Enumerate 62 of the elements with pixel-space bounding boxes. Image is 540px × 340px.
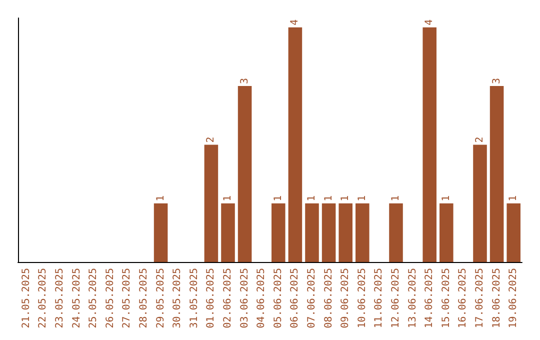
x-tick-label: 28.05.2025 <box>138 268 150 328</box>
bar <box>204 144 218 262</box>
bar <box>506 203 520 262</box>
bar <box>473 144 487 262</box>
data-label: 1 <box>272 195 284 202</box>
bar <box>338 203 352 262</box>
x-tick-label: 02.06.2025 <box>222 268 234 328</box>
x-tick-label: 16.06.2025 <box>458 268 469 328</box>
x-tick-label: 21.05.2025 <box>20 268 32 328</box>
data-label: 2 <box>206 136 217 143</box>
bar <box>272 203 286 262</box>
x-tick-label: 04.06.2025 <box>256 268 268 328</box>
data-label: 1 <box>356 195 368 202</box>
bar <box>389 203 403 262</box>
x-tick-label: 03.06.2025 <box>239 268 250 328</box>
x-tick-label: 22.05.2025 <box>38 268 49 328</box>
data-label: 3 <box>239 78 250 84</box>
x-tick-label: 12.06.2025 <box>390 268 402 328</box>
x-tick-label: 18.06.2025 <box>491 268 502 328</box>
x-tick-label: 25.05.2025 <box>88 268 100 328</box>
data-label: 1 <box>508 195 520 202</box>
data-label: 1 <box>440 195 452 202</box>
bar <box>288 27 302 262</box>
data-label: 1 <box>390 195 402 202</box>
data-label: 4 <box>424 19 436 26</box>
bar <box>322 203 336 262</box>
x-tick-label: 24.05.2025 <box>71 268 82 328</box>
x-tick-label: 23.05.2025 <box>54 268 66 328</box>
x-tick-label: 26.05.2025 <box>104 268 116 328</box>
data-label: 1 <box>340 195 352 202</box>
x-tick-label: 17.06.2025 <box>474 268 486 328</box>
x-tick-label: 05.06.2025 <box>272 268 284 328</box>
x-tick-label: 29.05.2025 <box>155 268 166 328</box>
bar <box>221 203 235 262</box>
x-tick-label: 07.06.2025 <box>306 268 318 328</box>
x-tick-label: 09.06.2025 <box>340 268 352 328</box>
bar <box>422 27 436 262</box>
data-label: 1 <box>306 195 318 202</box>
x-tick-label: 30.05.2025 <box>172 268 184 328</box>
x-tick-label: 01.06.2025 <box>206 268 217 328</box>
bar <box>490 86 504 262</box>
x-tick-label: 10.06.2025 <box>356 268 368 328</box>
bar <box>440 203 454 262</box>
x-tick-label: 31.05.2025 <box>188 268 200 328</box>
x-tick-label: 14.06.2025 <box>424 268 436 328</box>
x-tick-label: 27.05.2025 <box>122 268 133 328</box>
x-tick-label: 11.06.2025 <box>374 268 385 328</box>
x-tick-label: 15.06.2025 <box>440 268 452 328</box>
data-label: 1 <box>222 195 234 202</box>
x-tick-label: 19.06.2025 <box>508 268 520 328</box>
data-label: 4 <box>290 19 301 26</box>
bar <box>238 86 252 262</box>
x-tick-label: 13.06.2025 <box>407 268 418 328</box>
x-tick-label: 08.06.2025 <box>323 268 334 328</box>
data-label: 1 <box>323 195 334 202</box>
data-label: 2 <box>474 136 486 143</box>
bar <box>356 203 370 262</box>
x-tick-label: 06.06.2025 <box>290 268 301 328</box>
data-label: 3 <box>491 78 502 84</box>
bar <box>305 203 319 262</box>
data-label: 1 <box>155 195 166 202</box>
bar <box>154 203 168 262</box>
